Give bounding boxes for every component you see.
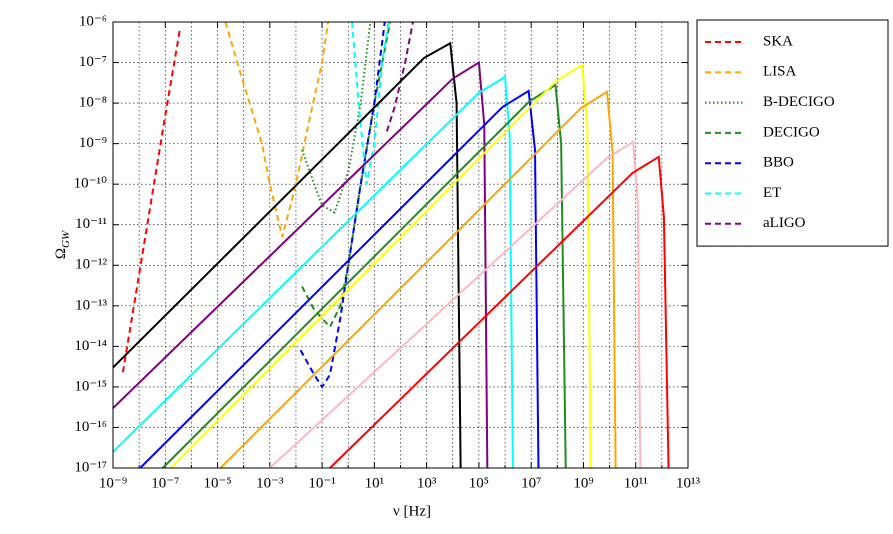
- x-tick-label: 10⁻³: [256, 475, 284, 491]
- series-line: [351, 22, 390, 185]
- series-line: [162, 83, 567, 468]
- y-axis-symbol: Ω: [53, 248, 69, 259]
- series-line: [169, 63, 592, 468]
- x-tick-label: 10⁹: [573, 475, 593, 491]
- series-line: [113, 60, 489, 468]
- x-tick-label: 10⁵: [469, 475, 489, 491]
- y-axis-label: ΩGW: [53, 230, 71, 259]
- legend-label: LISA: [763, 64, 797, 80]
- x-tick-label: 10⁷: [521, 475, 541, 491]
- series-line: [301, 22, 372, 214]
- x-tick-label: 10¹¹: [624, 475, 648, 491]
- series-line: [329, 155, 670, 468]
- legend-label: BBO: [763, 155, 794, 171]
- series-line: [113, 41, 462, 468]
- y-tick-label: 10⁻⁹: [79, 135, 107, 151]
- y-tick-label: 10⁻⁶: [79, 13, 107, 29]
- legend-label: SKA: [763, 33, 793, 49]
- series-line: [269, 140, 642, 468]
- x-tick-label: 10³: [417, 475, 437, 491]
- y-tick-label: 10⁻¹⁵: [74, 378, 107, 394]
- legend-label: aLIGO: [763, 215, 806, 231]
- y-tick-label: 10⁻¹⁷: [74, 459, 107, 475]
- legend-label: ET: [763, 185, 781, 201]
- x-tick-label: 10¹³: [676, 475, 700, 491]
- series-line: [224, 22, 330, 238]
- y-tick-label: 10⁻¹⁴: [74, 338, 107, 354]
- y-tick-label: 10⁻¹²: [75, 257, 107, 273]
- y-tick-label: 10⁻⁷: [79, 54, 107, 70]
- x-tick-label: 10¹: [365, 475, 385, 491]
- y-tick-label: 10⁻¹¹: [75, 216, 107, 232]
- plot-frame: [112, 21, 689, 469]
- series-line: [219, 90, 617, 468]
- y-tick-label: 10⁻¹⁰: [74, 176, 107, 192]
- legend-label: B-DECIGO: [763, 94, 835, 110]
- y-tick-label: 10⁻¹⁶: [74, 419, 107, 435]
- series-line: [121, 28, 182, 373]
- series-line: [113, 75, 514, 468]
- y-tick-label: 10⁻¹³: [75, 297, 107, 313]
- plot-lines: [113, 22, 670, 468]
- x-axis-label: ν [Hz]: [393, 503, 431, 519]
- series-line: [299, 22, 386, 389]
- y-axis-subscript: GW: [60, 230, 72, 248]
- x-tick-label: 10⁻⁵: [203, 475, 231, 491]
- series-line: [385, 22, 414, 132]
- y-tick-label: 10⁻⁸: [79, 95, 107, 111]
- x-tick-label: 10⁻⁷: [151, 475, 179, 491]
- legend-label: DECIGO: [763, 124, 820, 140]
- x-tick-label: 10⁻¹: [308, 475, 335, 491]
- x-tick-label: 10⁻⁹: [99, 475, 127, 491]
- series-line: [139, 89, 540, 468]
